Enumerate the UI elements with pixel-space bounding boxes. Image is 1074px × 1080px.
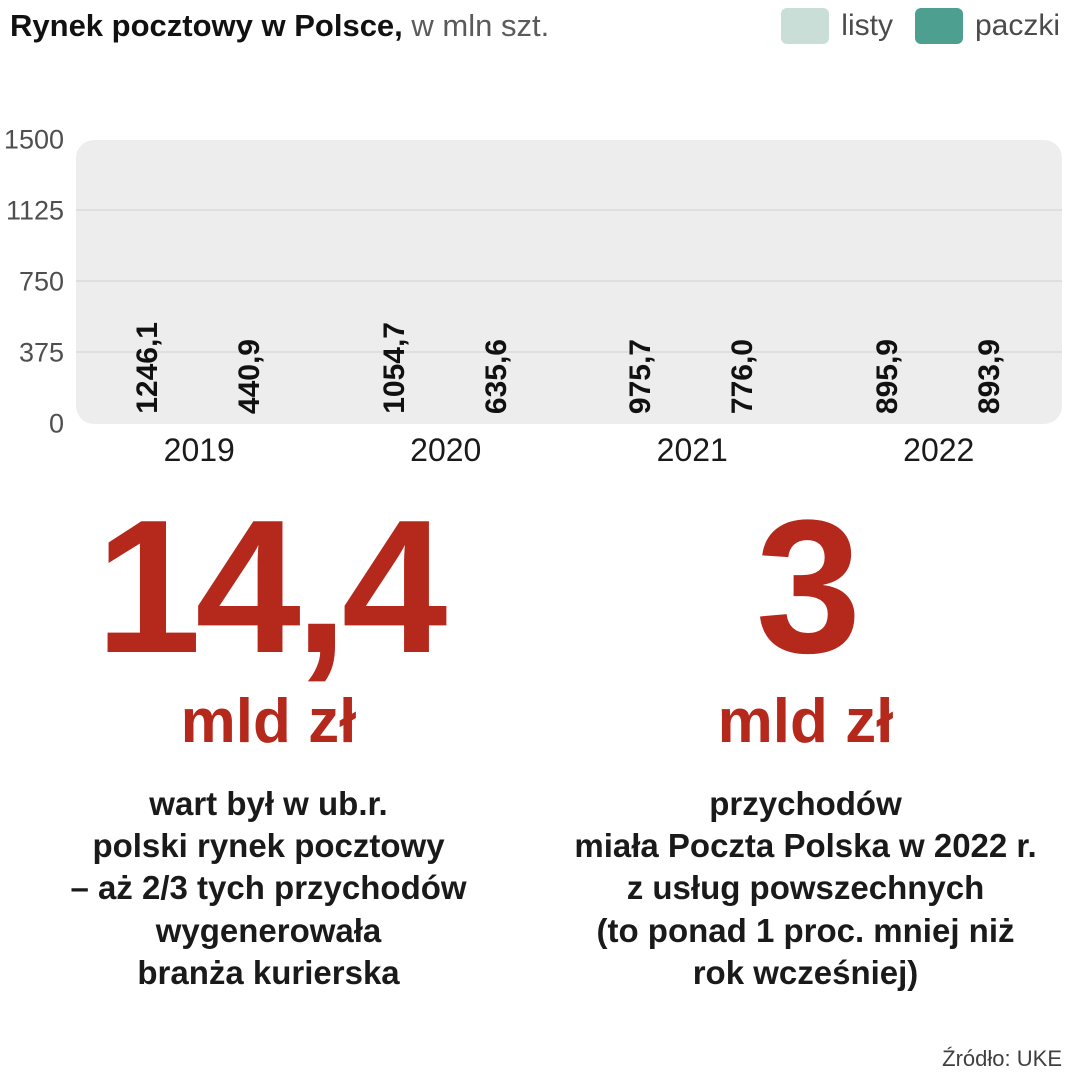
legend-item-listy: listy [781,8,893,44]
bar-value-label: 893,9 [972,338,1006,414]
stat-line: rok wcześniej) [692,953,919,991]
bar-value-label: 975,7 [624,338,658,414]
plot-area: 1246,1 440,9 1054,7 635,6 975,7 776,0 895,9 893… [76,140,1062,424]
y-tick-label: 375 [18,337,64,368]
bar-value-label: 440,9 [233,338,267,414]
stat-value-right: 3 [755,481,862,693]
source-note: Źródło: UKE [942,1046,1062,1071]
stat-line: polski rynek pocztowy [92,827,445,865]
chart-legend: listy paczki [781,8,1060,44]
stat-line: (to ponad 1 proc. mniej niż [596,911,1015,949]
x-tick-label: 2021 [656,432,728,468]
stats-section: 14,4 mld zł wart był w ub.r. polski ryne… [0,492,1074,994]
stat-description-right: przychodów miała Poczta Polska w 2022 r.… [557,783,1054,994]
x-tick-label: 2022 [903,432,975,468]
page-title-unit: w mln szt. [402,8,550,43]
y-tick-label: 750 [18,266,64,297]
stat-line: z usług powszechnych [626,869,985,907]
gridline [76,280,1062,282]
y-tick-label: 1500 [3,124,64,155]
bar-value-label: 776,0 [726,338,760,414]
legend-item-paczki: paczki [914,8,1060,44]
bar-value-label: 895,9 [870,338,904,414]
stat-line: – aż 2/3 tych przychodów [70,869,467,907]
bar-value-label: 1246,1 [131,322,165,414]
page-title: Rynek pocztowy w Polsce, w mln szt. [10,8,549,44]
x-tick-label: 2019 [163,432,235,468]
bar-value-label: 635,6 [479,338,513,414]
stat-market-value: 14,4 mld zł wart był w ub.r. polski ryne… [0,492,537,994]
bars-row: 1246,1 440,9 1054,7 635,6 975,7 776,0 895,9 893… [76,140,1062,424]
y-axis: 0 375 750 1125 1500 [0,125,64,439]
stat-value-left: 14,4 [95,481,448,693]
stat-unit-right: mld zł [717,687,894,756]
bar-value-label: 1054,7 [377,322,411,414]
y-tick-label: 1125 [5,195,64,226]
stat-line: wygenerowała [155,911,382,949]
x-tick-label: 2020 [410,432,482,468]
legend-label-paczki: paczki [974,9,1060,42]
gridline [76,351,1062,353]
stat-line: branża kurierska [137,953,400,991]
stat-description-left: wart był w ub.r. polski rynek pocztowy –… [20,783,517,994]
stat-line: miała Poczta Polska w 2022 r. [574,827,1037,865]
y-tick-label: 0 [48,408,64,439]
stat-line: przychodów [709,785,902,822]
page-title-main: Rynek pocztowy w Polsce, [10,8,403,43]
stat-poczta-revenue: 3 mld zł przychodów miała Poczta Polska … [537,492,1074,994]
legend-swatch-listy [781,8,830,44]
stat-line: wart był w ub.r. [149,785,388,822]
bar-chart: 0 375 750 1125 1500 1246,1 440,9 1054,7 635,6 97… [0,125,1074,468]
stat-unit-left: mld zł [180,687,357,756]
x-axis: 2019 2020 2021 2022 [76,432,1062,469]
gridline [76,209,1062,211]
legend-swatch-paczki [914,8,963,44]
legend-label-listy: listy [841,9,893,42]
